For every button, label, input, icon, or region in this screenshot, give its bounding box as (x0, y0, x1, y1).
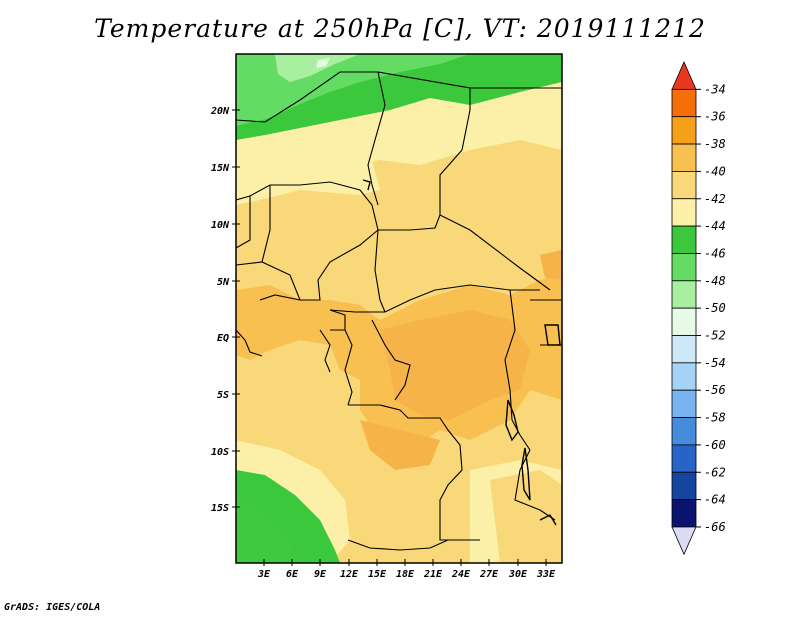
lon-label-12e: 12E (340, 569, 359, 580)
lon-label-24e: 24E (451, 569, 471, 580)
colorbar-label: -60 (704, 438, 726, 452)
longitude-axis: 3E 6E 9E 12E 15E 18E 21E 24E 27E 30E 33E (257, 559, 556, 580)
colorbar-box (671, 417, 697, 446)
lon-label-27e: 27E (479, 569, 499, 580)
colorbar-label: -56 (704, 383, 726, 397)
colorbar-label: -58 (704, 411, 726, 425)
colorbar-label: -48 (704, 274, 726, 288)
colorbar-label: -64 (704, 493, 726, 507)
colorbar-bottom-arrow (671, 526, 697, 556)
colorbar-box (671, 253, 697, 282)
colorbar-top-arrow (671, 61, 697, 90)
lat-label-15n: 15N (211, 163, 230, 174)
lat-label-20n: 20N (210, 106, 230, 117)
temperature-field (236, 54, 562, 563)
colorbar-label: -62 (704, 465, 726, 479)
lat-label-15s: 15S (211, 503, 229, 514)
colorbar: -34 -36 -38 -40 -42 -44 -46 -48 -50 -52 -54 -56 -58 -… (671, 61, 726, 556)
lon-label-18e: 18E (396, 569, 415, 580)
colorbar-label: -66 (704, 520, 726, 534)
colorbar-label: -36 (704, 110, 726, 124)
colorbar-box (671, 143, 697, 172)
colorbar-box (671, 170, 697, 200)
colorbar-label: -44 (704, 219, 726, 233)
lon-label-30e: 30E (508, 569, 528, 580)
lon-label-33e: 33E (536, 569, 556, 580)
colorbar-label: -54 (704, 356, 726, 370)
lon-label-6e: 6E (286, 569, 299, 580)
colorbar-box (671, 116, 697, 145)
colorbar-box (671, 307, 697, 336)
colorbar-box (671, 471, 697, 501)
colorbar-label: -52 (704, 329, 726, 343)
lakes (362, 179, 561, 526)
colorbar-box (671, 362, 697, 391)
lat-label-10n: 10N (211, 220, 230, 231)
colorbar-box (671, 444, 697, 473)
map-frame (235, 53, 563, 564)
colorbar-label: -40 (704, 164, 726, 178)
lon-label-21e: 21E (423, 569, 443, 580)
colorbar-label: -50 (704, 301, 726, 315)
colorbar-box (671, 198, 697, 227)
colorbar-box (671, 280, 697, 309)
lat-label-10s: 10S (211, 447, 229, 458)
colorbar-box (671, 389, 697, 418)
map-title: Temperature at 250hPa [C], VT: 201911121… (94, 14, 706, 43)
country-borders (236, 71, 562, 551)
lat-label-5s: 5S (217, 390, 229, 401)
colorbar-box (671, 499, 697, 528)
lat-label-5n: 5N (217, 277, 230, 288)
lon-label-9e: 9E (314, 569, 327, 580)
colorbar-box (671, 335, 697, 364)
colorbar-label: -42 (704, 192, 726, 206)
latitude-axis: 20N 15N 10N 5N EQ 5S 10S 15S (210, 106, 240, 514)
lon-label-3e: 3E (257, 569, 271, 580)
colorbar-box (671, 88, 697, 118)
colorbar-label: -46 (704, 246, 726, 260)
lat-label-eq: EQ (217, 333, 229, 344)
colorbar-label: -34 (704, 82, 726, 96)
colorbar-box (671, 225, 697, 254)
colorbar-label: -38 (704, 137, 726, 151)
lon-label-15e: 15E (368, 569, 387, 580)
grads-credit: GrADS: IGES/COLA (4, 602, 101, 613)
